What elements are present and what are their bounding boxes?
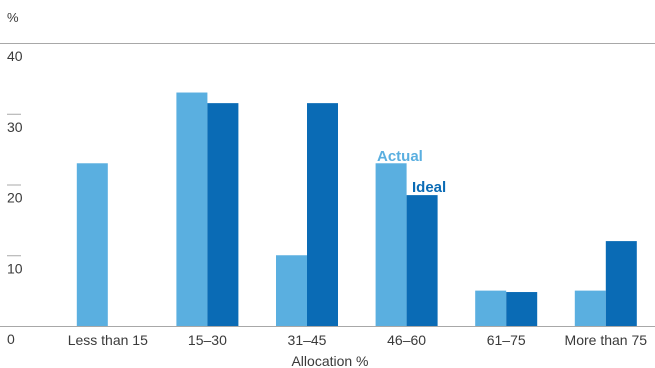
- bar-ideal-3: [406, 195, 438, 326]
- x-tick-label-3: 46–60: [387, 332, 426, 348]
- legend-label-ideal: Ideal: [412, 179, 446, 196]
- y-tick-label-30: 30: [7, 119, 23, 135]
- y-tick-label-40: 40: [7, 48, 23, 64]
- y-tick-label-20: 20: [7, 190, 23, 206]
- y-axis-unit-label: %: [7, 10, 19, 25]
- bar-actual-1: [176, 92, 208, 327]
- bar-ideal-1: [207, 103, 239, 326]
- x-tick-label-5: More than 75: [565, 332, 648, 348]
- bar-ideal-4: [506, 292, 538, 326]
- x-axis-tick-labels: Less than 15 15–30 31–45 46–60 61–75 More tha…: [68, 332, 648, 348]
- x-tick-label-1: 15–30: [188, 332, 227, 348]
- y-axis-ticks: 0 10 20 30 40: [7, 48, 23, 347]
- legend-label-actual: Actual: [377, 148, 423, 165]
- x-tick-label-2: 31–45: [288, 332, 327, 348]
- bar-actual-4: [475, 290, 507, 326]
- y-tick-label-0: 0: [7, 331, 15, 347]
- bar-actual-0: [76, 163, 108, 326]
- x-tick-label-0: Less than 15: [68, 332, 148, 348]
- bar-actual-2: [276, 255, 307, 326]
- x-axis-title: Allocation %: [291, 353, 368, 368]
- bar-actual-5: [574, 290, 606, 326]
- x-tick-label-4: 61–75: [487, 332, 526, 348]
- bar-ideal-2: [307, 103, 338, 326]
- bars-group: [76, 92, 637, 327]
- bar-ideal-5: [605, 241, 637, 326]
- y-tick-label-10: 10: [7, 260, 23, 276]
- bar-actual-3: [375, 163, 407, 326]
